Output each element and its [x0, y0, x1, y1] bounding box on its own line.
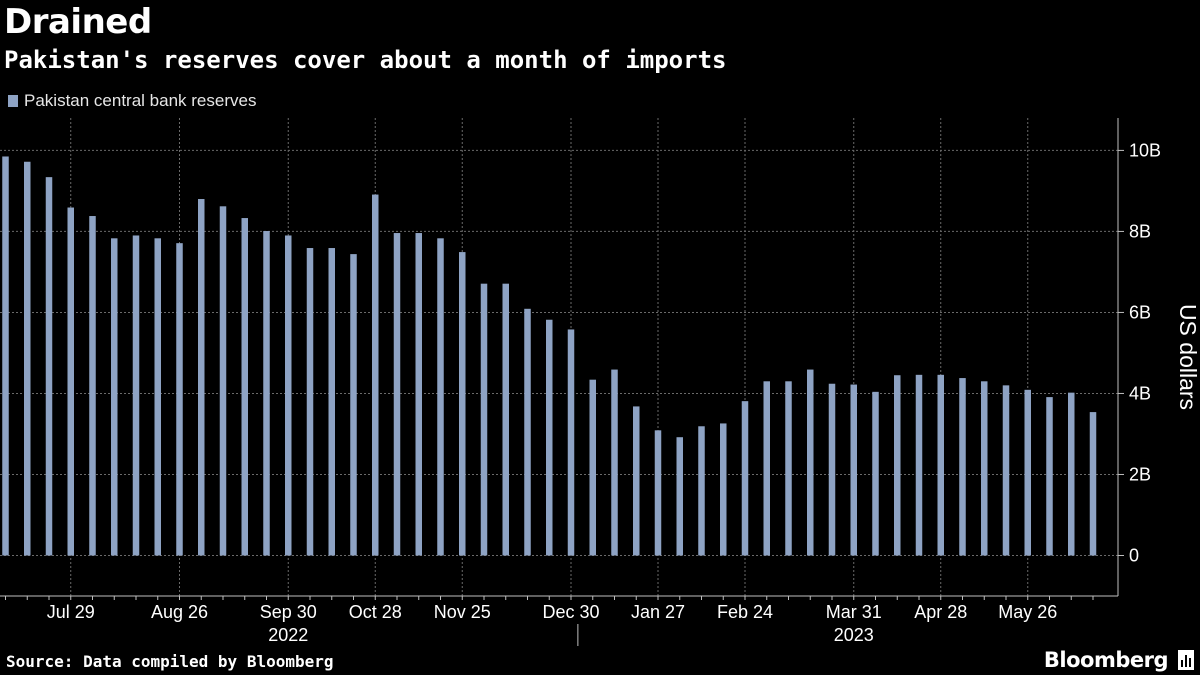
bar: [741, 401, 749, 556]
y-tick-label: 6B: [1129, 302, 1151, 322]
bar: [393, 233, 401, 556]
bar: [219, 206, 227, 556]
bar: [328, 248, 335, 556]
legend: Pakistan central bank reserves: [8, 90, 256, 112]
x-tick-label: May 26: [998, 602, 1057, 622]
bar: [415, 233, 422, 556]
bar: [24, 161, 31, 556]
bar: [567, 329, 575, 556]
bar: [45, 177, 53, 556]
bar: [785, 381, 792, 556]
x-tick-label: Aug 26: [151, 602, 208, 622]
bar: [807, 369, 814, 556]
bar: [306, 248, 314, 556]
bar: [850, 384, 857, 556]
bar: [1046, 397, 1053, 556]
x-tick-label: Sep 30: [260, 602, 317, 622]
bar: [132, 235, 140, 556]
chart-badge-icon: [1178, 650, 1194, 670]
bar: [372, 194, 379, 556]
bar: [937, 374, 944, 556]
chart-title: Drained: [4, 2, 152, 42]
x-tick-label: Oct 28: [349, 602, 402, 622]
bar: [1068, 392, 1075, 556]
year-label: 2022: [268, 625, 308, 645]
axes: [0, 118, 1124, 646]
y-tick-label: 2B: [1129, 464, 1151, 484]
y-tick-label: 0: [1129, 545, 1139, 565]
source-note: Source: Data compiled by Bloomberg: [6, 652, 334, 671]
legend-label: Pakistan central bank reserves: [24, 91, 257, 110]
bar: [437, 238, 444, 556]
x-tick-label: Jan 27: [631, 602, 685, 622]
bar: [828, 383, 836, 556]
bloomberg-logo: Bloomberg: [1043, 648, 1169, 672]
axis-labels: 10B 8B 6B 4B 2B 0 Jul 29 Aug 26 Sep 30 Oct 28 Nov …: [47, 140, 1200, 645]
bar: [654, 430, 662, 556]
bar: [241, 218, 248, 556]
bar: [524, 308, 531, 556]
x-tick-label: Apr 28: [914, 602, 967, 622]
bar: [546, 319, 553, 556]
bar: [1024, 389, 1031, 556]
y-tick-label: 10B: [1129, 140, 1161, 160]
y-tick-label: 4B: [1129, 383, 1151, 403]
y-axis-title: US dollars: [1175, 304, 1200, 410]
bar: [111, 238, 118, 556]
bar: [1002, 385, 1010, 556]
bar: [611, 369, 618, 556]
y-tick-label: 8B: [1129, 221, 1151, 241]
x-tick-label: Nov 25: [434, 602, 491, 622]
x-tick-label: Mar 31: [826, 602, 882, 622]
bar: [502, 283, 509, 556]
bar: [2, 156, 9, 556]
bar: [1089, 412, 1097, 556]
bar: [67, 207, 74, 556]
bar: [872, 391, 879, 556]
bar: [981, 381, 988, 556]
bar: [959, 378, 966, 556]
bar: [89, 216, 96, 556]
bar: [350, 254, 357, 556]
x-tick-label: Jul 29: [47, 602, 95, 622]
x-tick-label: Feb 24: [717, 602, 773, 622]
bar: [915, 374, 923, 556]
bar: [720, 423, 727, 556]
bar: [676, 437, 683, 556]
bar: [285, 235, 292, 556]
year-label: 2023: [834, 625, 874, 645]
bars: [2, 156, 1097, 556]
bar: [633, 406, 640, 556]
chart-subtitle: Pakistan's reserves cover about a month …: [4, 46, 727, 74]
bar: [698, 426, 705, 556]
bar: [154, 238, 161, 556]
bar: [894, 375, 901, 556]
bar: [589, 379, 596, 556]
legend-swatch: [8, 95, 18, 107]
x-tick-label: Dec 30: [542, 602, 599, 622]
bar: [263, 231, 270, 556]
bar: [459, 252, 466, 556]
bar: [480, 283, 488, 556]
bar: [763, 381, 770, 556]
gridlines: [0, 118, 1118, 596]
bar: [198, 199, 205, 556]
bar: [176, 243, 183, 556]
